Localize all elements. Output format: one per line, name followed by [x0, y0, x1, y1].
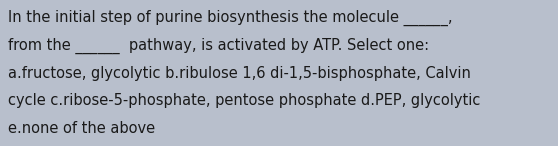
- Text: e.none of the above: e.none of the above: [8, 121, 156, 136]
- Text: a.fructose, glycolytic b.ribulose 1,6 di-1,5-bisphosphate, Calvin: a.fructose, glycolytic b.ribulose 1,6 di…: [8, 66, 472, 81]
- Text: In the initial step of purine biosynthesis the molecule ______,: In the initial step of purine biosynthes…: [8, 10, 453, 26]
- Text: from the ______  pathway, is activated by ATP. Select one:: from the ______ pathway, is activated by…: [8, 38, 430, 54]
- Text: cycle c.ribose-5-phosphate, pentose phosphate d.PEP, glycolytic: cycle c.ribose-5-phosphate, pentose phos…: [8, 93, 481, 108]
